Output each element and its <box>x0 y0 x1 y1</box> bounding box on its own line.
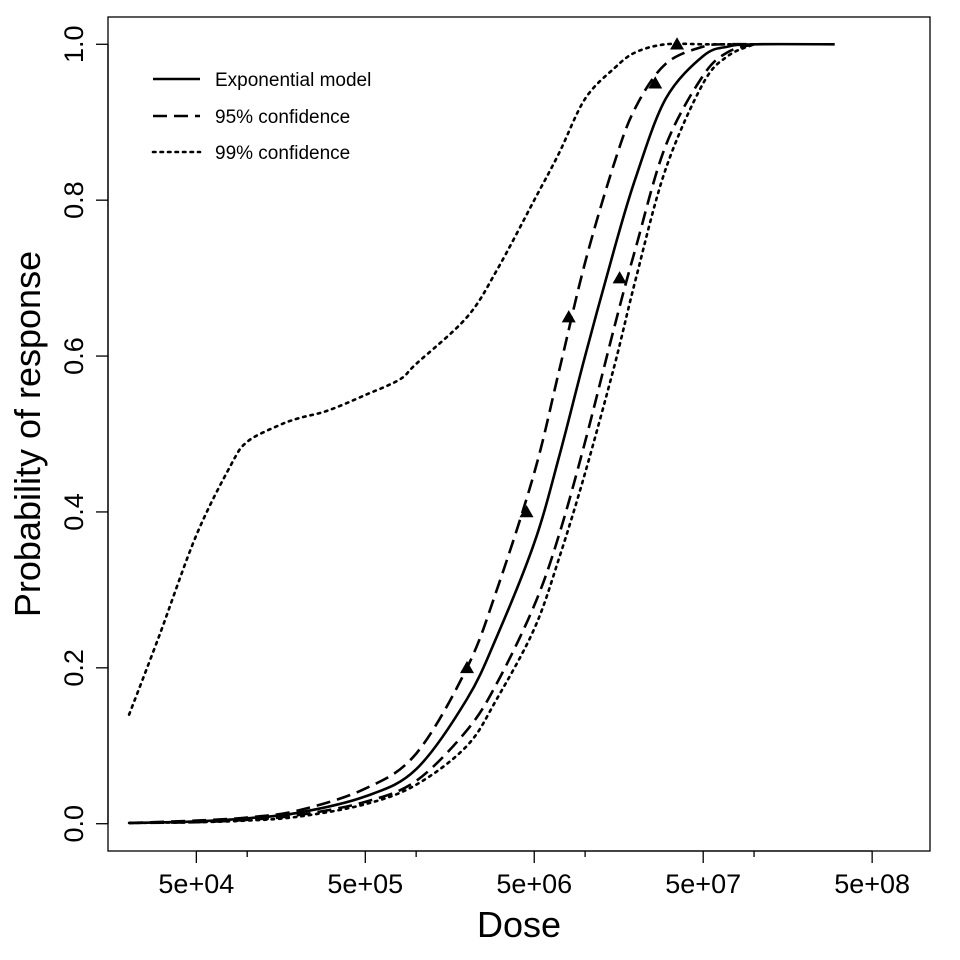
legend-label-99-confidence: 99% confidence <box>215 143 350 164</box>
data-point <box>612 271 627 284</box>
series-line-95-confidence <box>129 42 755 825</box>
legend-label-95-confidence: 95% confidence <box>215 107 350 128</box>
x-tick-label: 5e+08 <box>834 869 910 899</box>
x-axis-label: Dose <box>477 904 561 945</box>
series-line-exponential-model <box>129 42 835 825</box>
points-layer <box>460 37 685 674</box>
x-tick-label: 5e+05 <box>327 869 403 899</box>
y-tick-label: 0.6 <box>59 337 89 375</box>
data-point <box>519 504 534 518</box>
x-axis: 5e+04 5e+05 5e+06 5e+07 5e+08 <box>158 850 910 899</box>
y-tick-label: 0.4 <box>59 493 89 531</box>
legend: Exponential model 95% confidence 99% con… <box>151 70 371 164</box>
data-point <box>670 37 685 50</box>
x-tick-label: 5e+06 <box>496 869 572 899</box>
y-tick-label: 1.0 <box>59 26 89 64</box>
series-line-dotted-bound-4 <box>127 43 756 825</box>
x-tick-label: 5e+07 <box>665 869 741 899</box>
y-tick-label: 0.2 <box>59 649 89 687</box>
data-point <box>460 660 475 674</box>
series-layer <box>127 42 835 825</box>
data-point <box>648 76 663 89</box>
y-tick-label: 0.8 <box>59 181 89 219</box>
data-point <box>561 310 576 323</box>
series-line-99-confidence <box>127 42 756 716</box>
legend-label-exponential-model: Exponential model <box>215 70 371 91</box>
y-axis: 0.0 0.2 0.4 0.6 0.8 1.0 <box>59 26 109 843</box>
y-axis-label: Probability of response <box>7 251 48 617</box>
x-tick-label: 5e+04 <box>158 869 234 899</box>
series-line-dashed-bound-2 <box>129 43 755 825</box>
y-tick-label: 0.0 <box>59 805 89 843</box>
